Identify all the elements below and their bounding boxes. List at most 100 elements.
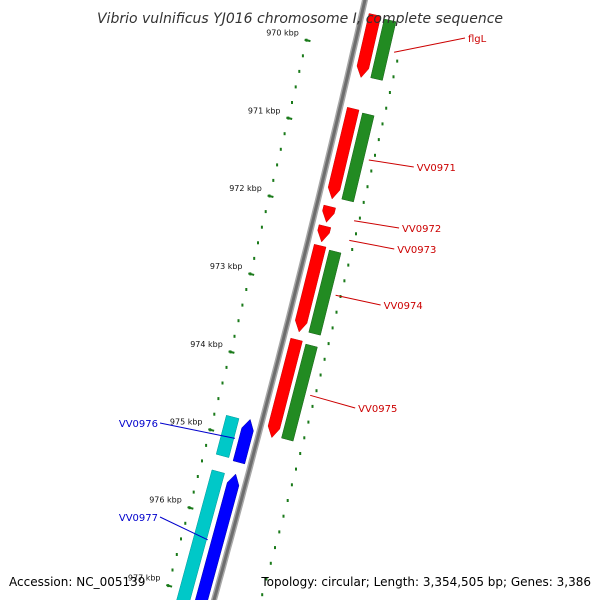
major-tick bbox=[208, 428, 215, 432]
gene-features bbox=[176, 13, 397, 600]
minor-tick bbox=[264, 210, 267, 214]
minor-tick bbox=[196, 475, 199, 478]
cds-bar[interactable] bbox=[308, 249, 342, 336]
minor-tick bbox=[351, 248, 354, 251]
minor-tick bbox=[213, 412, 216, 416]
tick-label: 975 kbp bbox=[170, 418, 203, 427]
cds-bar[interactable] bbox=[370, 18, 397, 81]
major-tick bbox=[304, 38, 311, 43]
gene-label[interactable]: VV0976 bbox=[119, 419, 158, 430]
gene-vv0974[interactable] bbox=[295, 243, 342, 336]
label-leader bbox=[394, 37, 466, 53]
gene-arrow[interactable] bbox=[295, 243, 327, 333]
gene-vv0972[interactable] bbox=[322, 204, 336, 223]
gene-vv0977[interactable] bbox=[176, 469, 240, 600]
gene-arrow[interactable] bbox=[356, 13, 382, 78]
minor-tick bbox=[343, 279, 346, 283]
minor-tick bbox=[265, 577, 268, 581]
minor-tick bbox=[171, 568, 174, 572]
gene-vv0971[interactable] bbox=[327, 106, 375, 203]
label-leader bbox=[349, 239, 395, 250]
gene-flgl[interactable] bbox=[356, 13, 397, 81]
minor-tick bbox=[221, 381, 224, 385]
gene-arrow[interactable] bbox=[232, 418, 254, 465]
tick-label: 974 kbp bbox=[190, 340, 223, 349]
gene-vv0973[interactable] bbox=[317, 224, 332, 243]
minor-tick bbox=[287, 116, 290, 120]
gene-vv0976[interactable] bbox=[215, 414, 254, 465]
minor-tick bbox=[167, 584, 170, 588]
minor-tick bbox=[279, 147, 282, 151]
minor-tick bbox=[362, 200, 365, 204]
map-title: Vibrio vulnificus YJ016 chromosome I, co… bbox=[97, 11, 503, 27]
minor-tick bbox=[201, 459, 203, 463]
minor-tick bbox=[396, 59, 399, 63]
gene-arrow[interactable] bbox=[317, 224, 332, 243]
minor-tick bbox=[299, 452, 302, 455]
minor-tick bbox=[301, 54, 304, 58]
minor-tick bbox=[319, 373, 322, 377]
minor-tick bbox=[311, 404, 314, 408]
minor-tick bbox=[253, 256, 256, 260]
label-leader bbox=[310, 394, 356, 409]
minor-tick bbox=[272, 178, 275, 182]
minor-tick bbox=[305, 38, 308, 42]
gene-label[interactable]: VV0972 bbox=[402, 224, 441, 235]
minor-tick bbox=[229, 350, 232, 354]
minor-tick bbox=[381, 122, 384, 126]
gene-arrow[interactable] bbox=[267, 337, 303, 439]
cds-bar[interactable] bbox=[176, 469, 225, 600]
minor-tick bbox=[282, 514, 285, 518]
tick-label: 976 kbp bbox=[149, 496, 182, 505]
minor-tick bbox=[274, 546, 276, 550]
minor-tick bbox=[260, 225, 263, 229]
minor-tick bbox=[374, 153, 376, 157]
minor-tick bbox=[385, 106, 388, 110]
minor-tick bbox=[241, 303, 244, 307]
minor-tick bbox=[295, 467, 297, 471]
gene-labels: flgL VV0971 VV0972 VV0973 VV0974 VV0975 VV0976… bbox=[119, 34, 487, 541]
minor-tick bbox=[188, 506, 191, 510]
minor-tick bbox=[392, 75, 395, 79]
gene-arrow[interactable] bbox=[327, 106, 360, 200]
gene-arrow[interactable] bbox=[193, 473, 240, 600]
tick-label: 971 kbp bbox=[248, 106, 281, 115]
minor-tick bbox=[192, 490, 195, 494]
gene-arrow[interactable] bbox=[322, 204, 336, 223]
minor-tick bbox=[370, 169, 373, 173]
tick-label: 970 kbp bbox=[266, 28, 299, 37]
label-leader bbox=[368, 159, 414, 168]
cds-bar[interactable] bbox=[281, 343, 318, 442]
minor-tick bbox=[245, 288, 248, 291]
minor-tick bbox=[355, 232, 357, 236]
minor-tick bbox=[315, 389, 318, 393]
scale-ticks: 970 kbp 971 kbp 972 kbp 973 kbp 974 kbp 975 k… bbox=[128, 28, 399, 597]
minor-tick bbox=[278, 530, 281, 534]
minor-tick bbox=[257, 241, 259, 245]
gene-label[interactable]: VV0974 bbox=[384, 301, 423, 312]
minor-tick bbox=[377, 138, 380, 142]
gene-label[interactable]: VV0975 bbox=[358, 404, 397, 415]
tick-label: 972 kbp bbox=[229, 184, 262, 193]
minor-tick bbox=[331, 326, 334, 330]
gene-label[interactable]: VV0971 bbox=[417, 163, 456, 174]
minor-tick bbox=[268, 194, 271, 198]
chromosome-backbone bbox=[210, 0, 369, 600]
gene-vv0975[interactable] bbox=[267, 337, 318, 442]
minor-tick bbox=[291, 101, 293, 104]
minor-tick bbox=[261, 593, 264, 597]
minor-tick bbox=[323, 357, 326, 361]
gene-label[interactable]: flgL bbox=[468, 34, 487, 45]
minor-tick bbox=[225, 365, 228, 369]
gene-label[interactable]: VV0973 bbox=[397, 245, 436, 256]
tick-label: 977 kbp bbox=[128, 574, 161, 583]
backbone-line bbox=[212, 0, 367, 600]
genome-summary-text: Topology: circular; Length: 3,354,505 bp… bbox=[260, 575, 591, 589]
cds-bar[interactable] bbox=[341, 112, 375, 203]
minor-tick bbox=[327, 342, 330, 346]
minor-tick bbox=[209, 428, 212, 432]
gene-label[interactable]: VV0977 bbox=[119, 513, 158, 524]
minor-tick bbox=[237, 319, 240, 323]
minor-tick bbox=[290, 483, 293, 487]
